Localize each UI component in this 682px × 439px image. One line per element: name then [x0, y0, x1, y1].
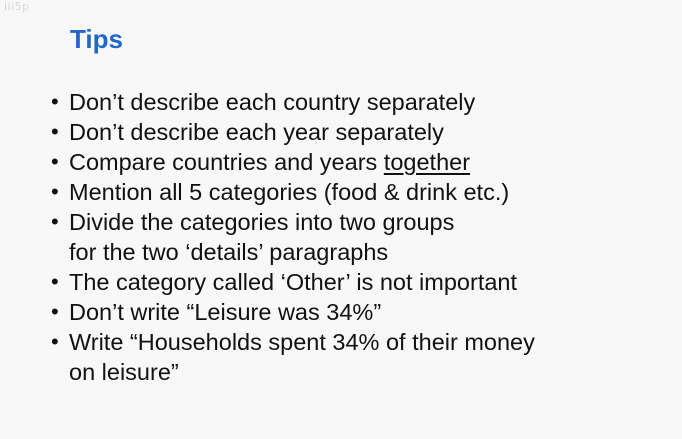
tip-item-7: • Don’t write “Leisure was 34%” [50, 297, 535, 327]
tip-item-8: • Write “Households spent 34% of their m… [50, 327, 535, 387]
bullet-icon: • [51, 119, 59, 144]
bullet-icon: • [51, 89, 59, 114]
tip-text-continued: on leisure” [69, 359, 179, 385]
tip-text: Divide the categories into two groups [69, 209, 455, 235]
tip-item-2: • Don’t describe each year separately [50, 117, 535, 147]
tip-item-4: • Mention all 5 categories (food & drink… [50, 177, 535, 207]
tip-text: Mention all 5 categories (food & drink e… [69, 179, 510, 205]
tip-text: Write “Households spent 34% of their mon… [69, 329, 535, 355]
tip-text: Don’t describe each country separately [69, 89, 476, 115]
bullet-icon: • [51, 209, 59, 234]
tip-text: Compare countries and years together [69, 147, 535, 177]
tip-item-1: • Don’t describe each country separately [50, 87, 535, 117]
watermark: ili5p [4, 0, 30, 13]
tip-item-5: • Divide the categories into two groups … [50, 207, 535, 267]
tip-item-6: • The category called ‘Other’ is not imp… [50, 267, 535, 297]
tip-text: Don’t describe each year separately [69, 119, 444, 145]
bullet-icon: • [51, 329, 59, 354]
bullet-icon: • [51, 299, 59, 324]
tip-item-3: • Compare countries and years together [50, 147, 535, 177]
tip-emphasis-underlined: together [383, 149, 471, 175]
bullet-icon: • [51, 179, 59, 204]
slide-title: Tips [70, 24, 123, 54]
tip-text-prefix: Compare countries and years [69, 149, 384, 175]
tip-text: The category called ‘Other’ is not impor… [69, 269, 518, 295]
tips-list: • Don’t describe each country separately… [50, 87, 535, 387]
bullet-icon: • [51, 269, 59, 294]
bullet-icon: • [51, 149, 59, 174]
tip-text-continued: for the two ‘details’ paragraphs [69, 239, 389, 265]
tip-text: Don’t write “Leisure was 34%” [69, 299, 382, 325]
